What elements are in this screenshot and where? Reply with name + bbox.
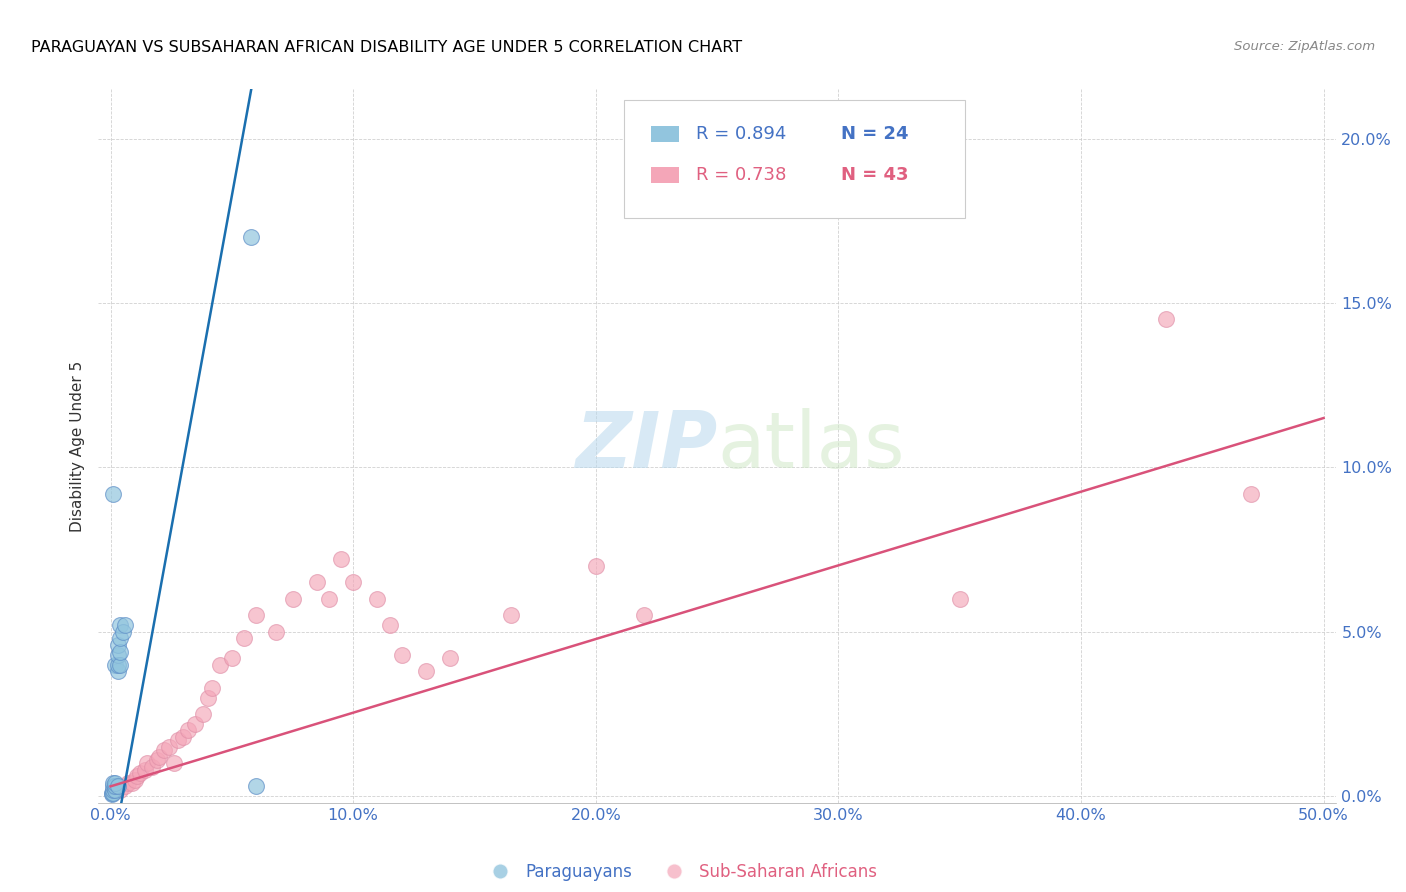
Text: N = 24: N = 24 xyxy=(841,125,908,143)
Point xyxy=(110,618,132,632)
Point xyxy=(245,608,267,623)
Point xyxy=(110,657,132,672)
Point xyxy=(330,552,353,566)
FancyBboxPatch shape xyxy=(651,167,679,183)
Point xyxy=(378,618,401,632)
Legend: Paraguayans, Sub-Saharan Africans: Paraguayans, Sub-Saharan Africans xyxy=(477,856,883,888)
Point xyxy=(124,772,146,787)
Point xyxy=(134,763,156,777)
Text: Source: ZipAtlas.com: Source: ZipAtlas.com xyxy=(1234,40,1375,54)
Point xyxy=(107,648,129,662)
Point xyxy=(208,657,231,672)
Point xyxy=(111,624,134,639)
Point xyxy=(104,776,127,790)
Point xyxy=(245,780,267,794)
Point xyxy=(240,230,263,244)
Point xyxy=(167,733,190,747)
Point xyxy=(221,651,243,665)
Point xyxy=(110,644,132,658)
Point xyxy=(114,618,136,632)
Point xyxy=(104,782,127,797)
Point xyxy=(415,665,437,679)
Point xyxy=(101,776,124,790)
Point xyxy=(101,780,124,794)
Point xyxy=(141,759,163,773)
Point xyxy=(114,780,136,794)
Point xyxy=(366,591,388,606)
Point xyxy=(148,749,170,764)
Point xyxy=(391,648,413,662)
Text: R = 0.894: R = 0.894 xyxy=(696,125,786,143)
Point xyxy=(101,786,124,800)
Point xyxy=(439,651,461,665)
Point xyxy=(172,730,194,744)
Point xyxy=(110,782,132,797)
Point xyxy=(104,780,127,794)
Point xyxy=(184,717,207,731)
Point xyxy=(121,776,143,790)
Point xyxy=(101,486,124,500)
Point xyxy=(100,787,122,801)
Point xyxy=(191,706,214,721)
Point xyxy=(633,608,655,623)
Text: PARAGUAYAN VS SUBSAHARAN AFRICAN DISABILITY AGE UNDER 5 CORRELATION CHART: PARAGUAYAN VS SUBSAHARAN AFRICAN DISABIL… xyxy=(31,40,742,55)
Point xyxy=(107,638,129,652)
Point xyxy=(1240,486,1263,500)
Point xyxy=(107,665,129,679)
Point xyxy=(342,575,364,590)
Point xyxy=(145,753,167,767)
Point xyxy=(136,756,159,771)
Point xyxy=(233,632,256,646)
Point xyxy=(197,690,219,705)
Point xyxy=(101,782,124,797)
Point xyxy=(305,575,328,590)
Text: N = 43: N = 43 xyxy=(841,166,908,184)
Point xyxy=(177,723,200,738)
Point xyxy=(264,624,287,639)
Point xyxy=(117,776,139,790)
Point xyxy=(100,786,122,800)
Text: R = 0.738: R = 0.738 xyxy=(696,166,786,184)
Point xyxy=(201,681,224,695)
Point xyxy=(107,657,129,672)
Point xyxy=(281,591,304,606)
Point xyxy=(157,739,180,754)
Point xyxy=(1154,312,1177,326)
Point xyxy=(318,591,340,606)
Point xyxy=(104,657,127,672)
Y-axis label: Disability Age Under 5: Disability Age Under 5 xyxy=(69,360,84,532)
Point xyxy=(110,632,132,646)
Point xyxy=(153,743,176,757)
Point xyxy=(499,608,522,623)
Text: ZIP: ZIP xyxy=(575,408,717,484)
Point xyxy=(585,559,607,574)
Point xyxy=(162,756,184,771)
Point xyxy=(127,770,149,784)
Text: atlas: atlas xyxy=(717,408,904,484)
Point xyxy=(107,780,129,794)
FancyBboxPatch shape xyxy=(624,100,965,218)
FancyBboxPatch shape xyxy=(651,127,679,142)
Point xyxy=(949,591,972,606)
Point xyxy=(128,766,150,780)
